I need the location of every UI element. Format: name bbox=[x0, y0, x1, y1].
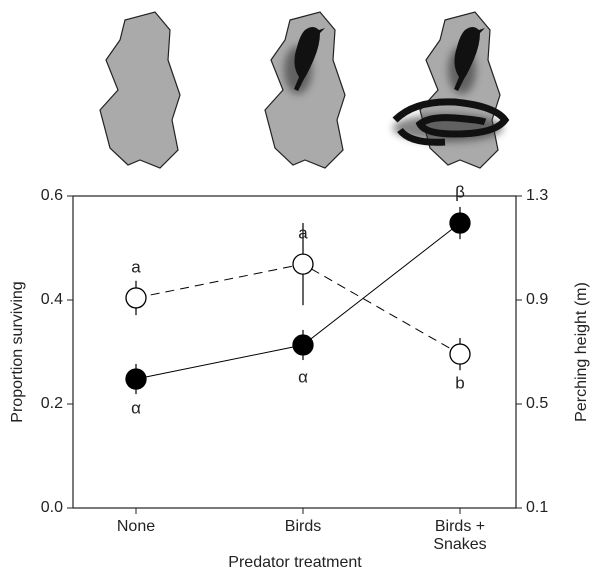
y2-tick-label: 0.9 bbox=[526, 291, 548, 308]
page: Proportion surviving Perching height (m)… bbox=[0, 0, 593, 574]
series-line bbox=[136, 223, 460, 379]
x-axis-label: Predator treatment bbox=[228, 554, 362, 571]
point bbox=[293, 335, 313, 355]
point bbox=[126, 288, 146, 308]
x-tick-label: Birds + Snakes bbox=[428, 518, 492, 554]
point bbox=[450, 213, 470, 233]
significance-letter: a bbox=[298, 224, 308, 243]
y-tick-label: 0.6 bbox=[41, 187, 63, 204]
y-axis-label: Proportion surviving bbox=[9, 281, 26, 422]
y2-tick-label: 1.3 bbox=[526, 187, 548, 204]
y2-axis-label: Perching height (m) bbox=[573, 282, 590, 422]
point bbox=[126, 369, 146, 389]
x-tick-label: Birds bbox=[263, 518, 343, 536]
y2-tick-label: 0.5 bbox=[526, 395, 548, 412]
significance-letter: β bbox=[455, 183, 465, 202]
point bbox=[450, 344, 470, 364]
y-tick-label: 0.2 bbox=[41, 395, 63, 412]
significance-letter: α bbox=[298, 367, 308, 386]
y-tick-label: 0.4 bbox=[41, 291, 63, 308]
y-tick-label: 0.0 bbox=[41, 499, 63, 516]
chart: Proportion surviving Perching height (m)… bbox=[0, 0, 593, 574]
plot-frame bbox=[73, 196, 516, 508]
y2-tick-label: 0.1 bbox=[526, 499, 548, 516]
significance-letter: a bbox=[131, 257, 141, 276]
point bbox=[293, 254, 313, 274]
significance-letter: α bbox=[131, 399, 141, 418]
significance-letter: b bbox=[455, 374, 464, 393]
x-tick-label: None bbox=[96, 518, 176, 536]
